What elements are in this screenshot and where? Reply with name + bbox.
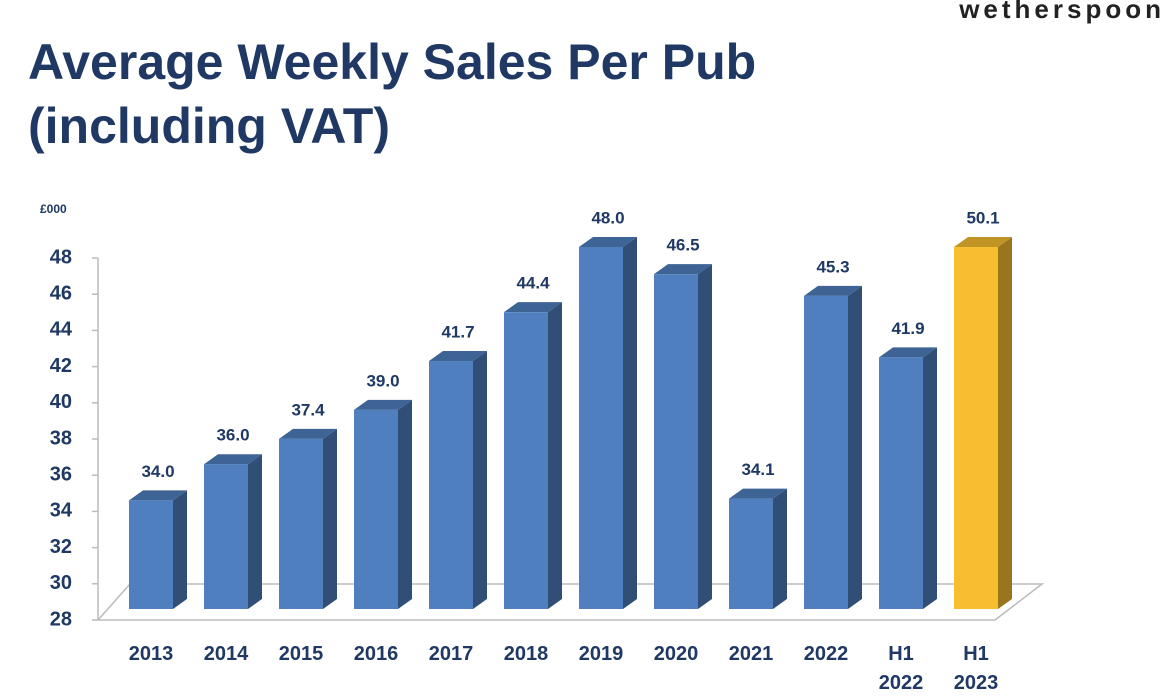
y-tick-label: 42 — [50, 355, 72, 377]
bar-top — [654, 264, 712, 275]
chart-title: Average Weekly Sales Per Pub (including … — [28, 34, 757, 154]
bar-side — [773, 488, 787, 609]
x-tick-label: 2016 — [353, 643, 399, 665]
value-label: 46.5 — [666, 236, 699, 255]
bar-top — [204, 454, 262, 465]
x-tick-label: 2015 — [278, 643, 324, 665]
value-label: 41.7 — [441, 323, 474, 342]
x-tick-label: 2013 — [128, 643, 174, 665]
x-tick-label: H1 2023 — [953, 643, 999, 694]
value-label: 36.0 — [216, 426, 249, 445]
value-label: 39.0 — [366, 371, 399, 390]
bar-top — [129, 490, 187, 501]
x-tick-label: 2017 — [428, 643, 474, 665]
x-tick-label: 2020 — [653, 643, 699, 665]
bar — [879, 357, 923, 609]
bar-side — [848, 285, 862, 609]
bar-top — [954, 237, 1012, 247]
bar-side — [923, 347, 937, 609]
bar — [804, 295, 848, 609]
bar — [429, 361, 473, 609]
bar-side — [548, 302, 562, 609]
bar — [129, 500, 173, 609]
x-tick-label: 2018 — [503, 643, 549, 665]
brand: wetherspoon — [959, 0, 1165, 24]
bar-side — [173, 490, 187, 609]
bar — [279, 438, 323, 609]
bar-top — [579, 237, 637, 247]
y-tick-label: 38 — [50, 427, 72, 449]
bar-top — [504, 302, 562, 313]
x-tick-label: 2019 — [578, 643, 624, 665]
x-tick-label: 2014 — [203, 643, 249, 665]
bar — [354, 409, 398, 609]
x-tick-label: H1 2022 — [878, 643, 924, 694]
y-tick-label: 36 — [50, 463, 72, 485]
bar — [729, 498, 773, 609]
bar — [504, 312, 548, 609]
bar — [954, 247, 998, 609]
x-tick-label: 2021 — [728, 643, 774, 665]
bar-top — [879, 347, 937, 358]
bar-side — [473, 351, 487, 609]
bar-side — [623, 237, 637, 609]
value-label: 34.0 — [141, 462, 174, 481]
unit-label: £000 — [40, 202, 67, 216]
y-tick-label: 34 — [50, 500, 73, 522]
value-label: 34.1 — [741, 460, 774, 479]
bar-top — [279, 428, 337, 439]
bar-top — [804, 285, 862, 296]
bar-side — [698, 264, 712, 609]
value-label: 41.9 — [891, 319, 924, 338]
y-tick-label: 28 — [50, 608, 72, 630]
value-label: 48.0 — [591, 208, 624, 227]
bar-side — [248, 454, 262, 609]
bar-top — [429, 351, 487, 362]
y-tick-label: 44 — [50, 319, 73, 341]
bar-side — [998, 237, 1012, 609]
bar-side — [323, 428, 337, 609]
value-label: 45.3 — [816, 257, 849, 276]
y-tick-label: 46 — [50, 282, 72, 304]
bar — [579, 247, 623, 609]
bar-top — [729, 488, 787, 499]
floor — [96, 583, 1045, 621]
bar-top — [354, 399, 412, 410]
y-tick-label: 48 — [50, 246, 72, 268]
bar-side — [398, 399, 412, 609]
value-label: 44.4 — [516, 274, 550, 293]
x-tick-label: 2022 — [803, 643, 849, 665]
value-label: 50.1 — [966, 208, 999, 227]
bar — [204, 464, 248, 609]
y-tick-label: 30 — [50, 572, 72, 594]
y-tick-label: 32 — [50, 536, 72, 558]
y-tick-label: 40 — [50, 391, 72, 413]
value-label: 37.4 — [291, 400, 325, 419]
bar — [654, 274, 698, 609]
